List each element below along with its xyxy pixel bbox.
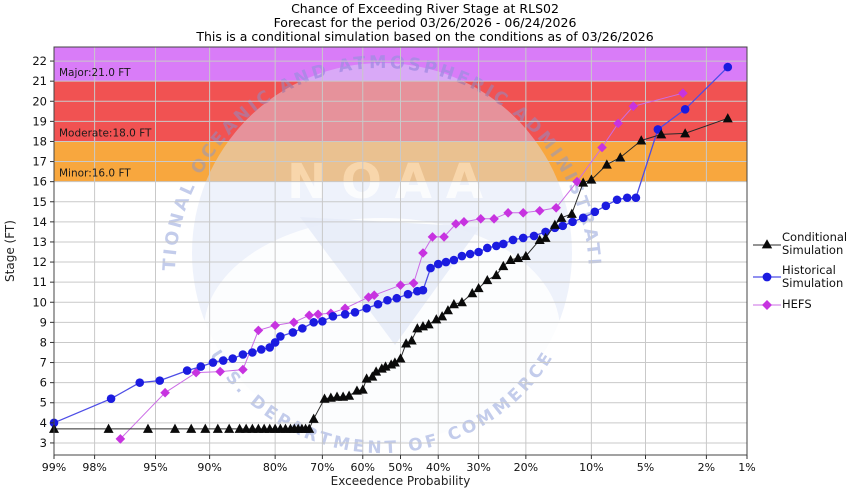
legend-label-historical-simulation: Historical Simulation	[782, 262, 844, 290]
y-tick-label: 10	[32, 295, 47, 309]
y-axis-title: Stage (FT)	[3, 220, 17, 282]
conditional-simulation-marker-icon	[753, 239, 781, 249]
x-tick-label: 30%	[466, 461, 490, 474]
y-tick-label: 19	[32, 114, 47, 128]
y-tick-label: 16	[32, 175, 47, 189]
x-tick-label: 5%	[637, 461, 654, 474]
chart-title-line1: Chance of Exceeding River Stage at RLS02	[291, 1, 559, 16]
y-tick-label: 14	[32, 215, 47, 229]
y-tick-label: 8	[40, 335, 47, 349]
x-tick-label: 70%	[310, 461, 334, 474]
y-tick-label: 18	[32, 134, 47, 148]
legend-item-historical-simulation: Historical Simulation	[752, 262, 849, 290]
flood-band-label-minor: Minor:16.0 FT	[59, 168, 131, 180]
x-tick-label: 1%	[738, 461, 755, 474]
y-tick-label: 20	[32, 94, 47, 108]
axis-ticks: 99% 98% 95% 90% 80% 70% 60% 50% 40% 30% 20% 10% 5% 2%…	[32, 54, 755, 474]
x-tick-label: 60%	[351, 461, 375, 474]
series-hefs	[115, 88, 688, 444]
gridlines	[53, 47, 748, 455]
series-conditional-simulation	[49, 113, 733, 433]
x-tick-label: 90%	[197, 461, 221, 474]
y-tick-label: 22	[32, 54, 47, 68]
y-tick-label: 6	[40, 376, 47, 390]
x-tick-label: 10%	[579, 461, 603, 474]
flood-band-label-moderate: Moderate:18.0 FT	[59, 127, 152, 139]
legend-label-conditional-simulation: Conditional Simulation	[782, 230, 848, 257]
x-tick-label: 40%	[426, 461, 450, 474]
y-tick-label: 12	[32, 255, 47, 269]
y-tick-label: 4	[40, 416, 47, 430]
x-tick-label: 2%	[698, 461, 715, 474]
legend-item-hefs: HEFS	[752, 297, 849, 313]
hefs-marker-icon	[753, 299, 781, 310]
y-tick-label: 7	[40, 356, 47, 370]
noaa-seagull-shape	[204, 218, 560, 442]
legend-item-conditional-simulation: Conditional Simulation	[752, 231, 849, 257]
y-tick-label: 9	[40, 315, 47, 329]
historical-simulation-marker-icon	[753, 272, 781, 282]
x-tick-label: 20%	[514, 461, 538, 474]
x-axis-title: Exceedence Probability	[330, 474, 471, 488]
chart-title-line3: This is a conditional simulation based o…	[196, 29, 654, 44]
y-tick-label: 3	[40, 436, 47, 450]
x-tick-label: 80%	[263, 461, 287, 474]
flood-band-labels: Minor:16.0 FT Moderate:18.0 FT Major:21.0 …	[59, 67, 152, 179]
x-tick-label: 95%	[143, 461, 167, 474]
legend: Conditional Simulation Historical Simula…	[752, 231, 849, 320]
legend-label-hefs: HEFS	[782, 297, 812, 312]
chart-title-line2: Forecast for the period 03/26/2026 - 06/…	[273, 15, 577, 30]
x-tick-label: 50%	[388, 461, 412, 474]
y-tick-label: 15	[32, 195, 47, 209]
y-tick-label: 5	[40, 396, 47, 410]
x-tick-label: 99%	[42, 461, 66, 474]
y-tick-label: 17	[32, 155, 47, 169]
flood-band-label-major: Major:21.0 FT	[59, 67, 131, 79]
noaa-wing-gap-shape	[300, 217, 480, 345]
y-tick-label: 13	[32, 235, 47, 249]
series-historical-simulation	[49, 62, 733, 428]
x-tick-label: 98%	[82, 461, 106, 474]
y-tick-label: 11	[32, 275, 47, 289]
y-tick-label: 21	[32, 74, 47, 88]
chart-title: Chance of Exceeding River Stage at RLS02…	[0, 2, 850, 44]
